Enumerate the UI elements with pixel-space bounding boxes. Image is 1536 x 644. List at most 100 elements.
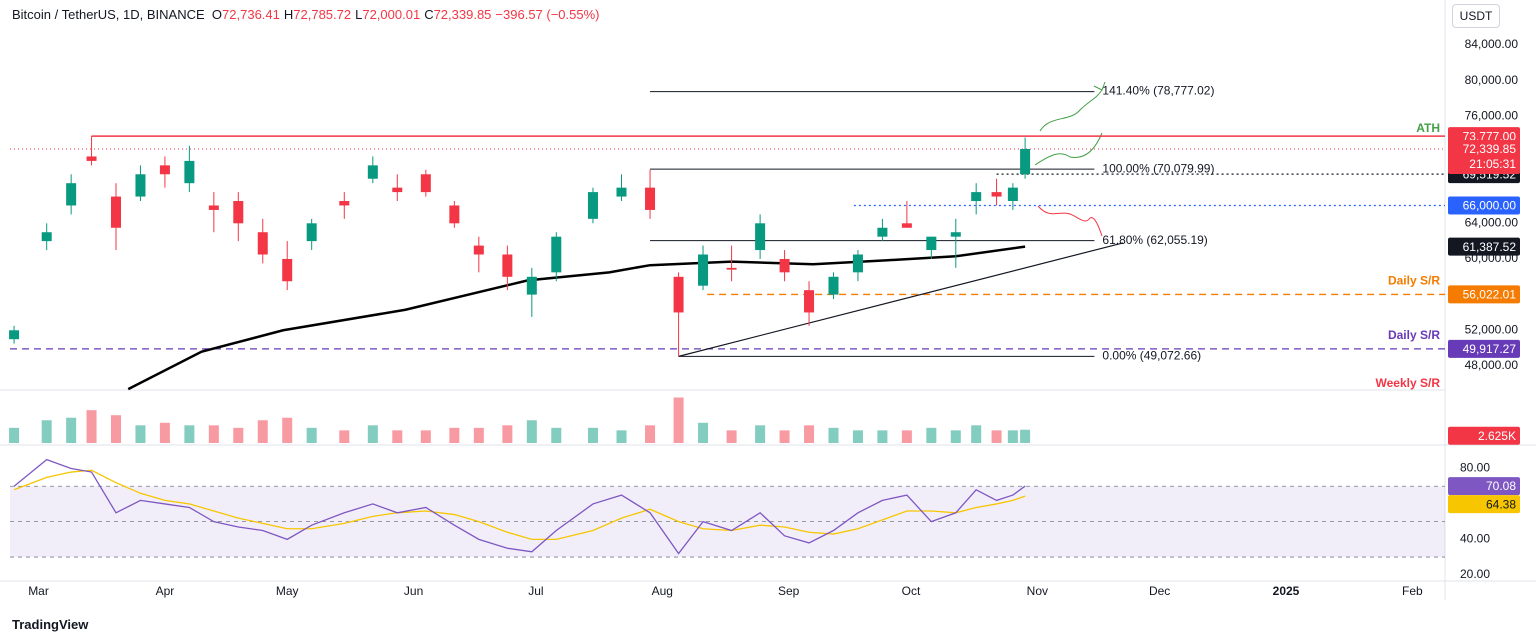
volume-bar	[587, 427, 598, 443]
volume-bar	[673, 397, 684, 443]
candle-body	[673, 276, 684, 313]
volume-bar	[9, 427, 20, 443]
x-tick-label: May	[276, 584, 299, 598]
candle-body	[41, 232, 52, 242]
volume-bar	[66, 417, 77, 443]
volume-bar	[852, 430, 863, 443]
ohlc-label: H	[283, 7, 294, 22]
volume-bar	[1020, 429, 1031, 443]
projection-path	[1039, 89, 1103, 132]
x-tick-label: 2025	[1273, 584, 1300, 598]
ohlc-value: 72,785.72	[293, 7, 352, 22]
x-tick-label: Nov	[1027, 584, 1048, 598]
candle-body	[110, 196, 121, 228]
rsi-badge-bg	[1448, 477, 1520, 496]
candle-body	[726, 267, 737, 270]
candle-body	[135, 174, 146, 197]
volume-bar	[616, 430, 627, 443]
y-tick-label: 48,000.00	[1465, 358, 1519, 372]
y-tick-label: 64,000.00	[1465, 215, 1519, 229]
ohlc-label: C	[424, 7, 434, 22]
candle-body	[420, 174, 431, 193]
rsi-tick-label: 20.00	[1460, 567, 1490, 581]
volume-bar	[804, 425, 815, 443]
price-level-badge: 49,917.27	[1463, 342, 1517, 356]
candle-body	[616, 187, 627, 197]
candle-body	[1020, 148, 1031, 175]
volume-bar	[755, 425, 766, 443]
volume-bar	[726, 430, 737, 443]
volume-bar	[1007, 430, 1018, 443]
candle-body	[473, 245, 484, 255]
symbol-title: Bitcoin / TetherUS, 1D, BINANCE	[12, 7, 205, 22]
candle-body	[926, 236, 937, 251]
price-level-badge-bg	[1448, 196, 1520, 215]
volume-bar	[110, 415, 121, 443]
rsi-ma-badge-bg	[1448, 495, 1520, 514]
annotation: Daily S/R	[1388, 273, 1440, 287]
volume-bar	[184, 425, 195, 443]
ohlc-label: L	[355, 7, 363, 22]
y-tick-label: 76,000.00	[1465, 109, 1519, 123]
rsi-ma-badge: 64.38	[1486, 497, 1516, 511]
volume-bar	[779, 430, 790, 443]
x-tick-label: Dec	[1149, 584, 1170, 598]
volume-bar	[971, 425, 982, 443]
candle-body	[449, 205, 460, 224]
volume-bar	[159, 422, 170, 443]
annotation: ATH	[1416, 121, 1440, 135]
ohlc-label: O	[211, 7, 223, 22]
candle-body	[551, 236, 562, 273]
volume-bar	[526, 420, 537, 443]
volume-bar	[991, 430, 1002, 443]
candle-body	[877, 227, 888, 237]
annotation: Daily S/R	[1388, 328, 1440, 342]
candle-body	[804, 290, 815, 313]
current-price-badge: 72,339.85	[1463, 142, 1517, 156]
fib-label: 141.40% (78,777.02)	[1102, 84, 1214, 98]
ma-badge: 61,387.52	[1463, 240, 1517, 254]
volume-bar	[41, 420, 52, 443]
projection-arrow	[1093, 81, 1106, 91]
volume-bar	[392, 430, 403, 443]
candle-body	[526, 276, 537, 295]
candle-body	[698, 254, 709, 286]
volume-bar	[877, 430, 888, 443]
candle-body	[233, 201, 244, 224]
candle-body	[257, 232, 268, 255]
candle-body	[9, 330, 20, 340]
fib-label: 61.80% (62,055.19)	[1102, 233, 1207, 247]
y-tick-label: 80,000.00	[1465, 73, 1519, 87]
candle-body	[587, 192, 598, 219]
candle-body	[828, 276, 839, 295]
volume-bar	[926, 427, 937, 443]
fib-label: 0.00% (49,072.66)	[1102, 349, 1201, 363]
volume-bar	[420, 430, 431, 443]
ohlc-values: O72,736.41 H72,785.72 L72,000.01 C72,339.85	[212, 7, 496, 22]
annotation: Weekly S/R	[1376, 376, 1441, 390]
volume-bar	[473, 427, 484, 443]
volume-bar	[828, 427, 839, 443]
projection-path	[1034, 132, 1103, 166]
rsi-line	[13, 458, 1026, 555]
currency-button[interactable]: USDT	[1452, 4, 1500, 28]
candle-body	[208, 205, 219, 210]
x-tick-label: Oct	[902, 584, 921, 598]
volume-bar	[282, 417, 293, 443]
brand-logo: TradingView	[12, 617, 89, 632]
y-tick-label: 84,000.00	[1465, 37, 1519, 51]
rsi-badge: 70.08	[1486, 479, 1516, 493]
candle-body	[339, 201, 350, 206]
fib-label: 100.00% (70,079.99)	[1102, 161, 1214, 175]
price-level-badge: 66,000.00	[1463, 199, 1517, 213]
candle-body	[950, 232, 961, 237]
volume-badge: 2.625K	[1478, 429, 1516, 443]
symbol-header: Bitcoin / TetherUS, 1D, BINANCE O72,736.…	[12, 7, 604, 22]
x-tick-label: Jul	[528, 584, 543, 598]
candle-body	[852, 254, 863, 273]
current-price-badge-bg	[1448, 139, 1520, 174]
candle-body	[901, 223, 912, 228]
volume-bar	[86, 410, 97, 443]
candle-body	[282, 258, 293, 282]
x-tick-label: Mar	[28, 584, 49, 598]
